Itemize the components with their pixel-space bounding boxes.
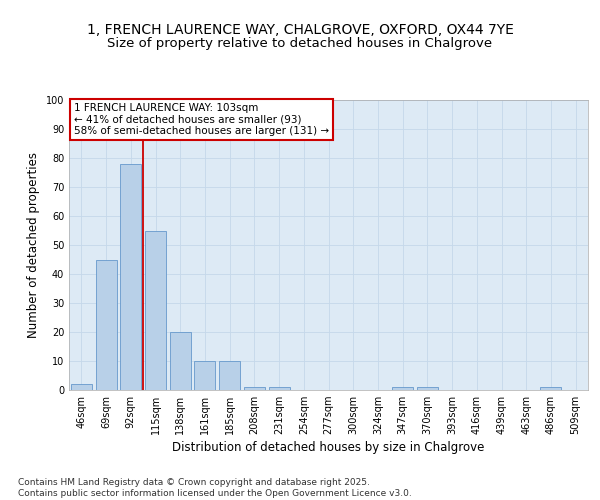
- Bar: [392, 387, 413, 390]
- Bar: [95, 260, 116, 390]
- Bar: [120, 164, 141, 390]
- Bar: [145, 230, 166, 390]
- Bar: [71, 384, 92, 390]
- Bar: [244, 387, 265, 390]
- Bar: [219, 361, 240, 390]
- Text: Size of property relative to detached houses in Chalgrove: Size of property relative to detached ho…: [107, 38, 493, 51]
- Y-axis label: Number of detached properties: Number of detached properties: [27, 152, 40, 338]
- Bar: [417, 387, 438, 390]
- Bar: [541, 387, 562, 390]
- Bar: [170, 332, 191, 390]
- Text: 1 FRENCH LAURENCE WAY: 103sqm
← 41% of detached houses are smaller (93)
58% of s: 1 FRENCH LAURENCE WAY: 103sqm ← 41% of d…: [74, 103, 329, 136]
- Bar: [269, 387, 290, 390]
- Text: Contains HM Land Registry data © Crown copyright and database right 2025.
Contai: Contains HM Land Registry data © Crown c…: [18, 478, 412, 498]
- Bar: [194, 361, 215, 390]
- X-axis label: Distribution of detached houses by size in Chalgrove: Distribution of detached houses by size …: [172, 442, 485, 454]
- Text: 1, FRENCH LAURENCE WAY, CHALGROVE, OXFORD, OX44 7YE: 1, FRENCH LAURENCE WAY, CHALGROVE, OXFOR…: [86, 22, 514, 36]
